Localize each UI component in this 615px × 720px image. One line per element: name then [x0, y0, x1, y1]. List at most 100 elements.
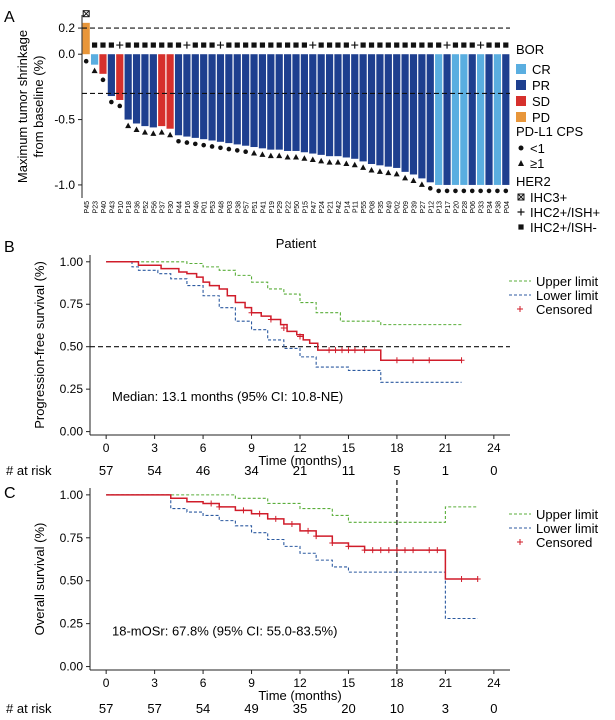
- bar-P43: [107, 54, 115, 97]
- bar-P28: [460, 54, 468, 185]
- x-tick-label: 12: [293, 676, 307, 690]
- y-tick-label: 0.75: [60, 297, 84, 311]
- pdl1-marker-ge1: [301, 155, 308, 161]
- y-axis-title: Overall survival (%): [32, 523, 47, 636]
- legend-label: Upper limit: [536, 274, 599, 289]
- x-tick-label: P34: [487, 201, 494, 214]
- x-tick-label: P08: [370, 201, 377, 214]
- censor-mark: [272, 515, 279, 522]
- x-tick-label: 15: [342, 676, 356, 690]
- x-tick-label: P16: [185, 201, 192, 214]
- risk-count: 35: [293, 701, 307, 716]
- x-tick-label: P45: [84, 201, 91, 214]
- bar-P48: [216, 54, 225, 142]
- legend-her2-square-icon: [518, 224, 524, 230]
- x-tick-label: P28: [462, 201, 469, 214]
- censor-mark: [267, 316, 274, 323]
- pdl1-marker-lt1: [427, 186, 433, 191]
- legend-her2-label: IHC2+/ISH+: [530, 205, 600, 220]
- y-tick-label: 0.25: [60, 382, 84, 396]
- her2-marker-ihc2-neg: [343, 42, 349, 48]
- her2-marker-ihc2-neg: [209, 42, 215, 48]
- x-tick-label: 0: [103, 676, 110, 690]
- bar-P53: [208, 54, 216, 141]
- risk-count: 21: [293, 463, 307, 478]
- her2-marker-ihc2-plus: [351, 41, 359, 49]
- x-tick-label: P39: [411, 201, 418, 214]
- legend-label: Lower limit: [536, 288, 599, 303]
- bar-P19: [267, 54, 275, 150]
- her2-marker-ihc2-plus: [443, 41, 451, 49]
- risk-count: 54: [196, 701, 210, 716]
- her2-marker-ihc2-neg: [91, 42, 98, 48]
- pdl1-marker-lt1: [117, 103, 123, 109]
- her2-marker-ihc2-neg: [486, 42, 492, 48]
- x-tick-label: P22: [286, 201, 293, 214]
- pdl1-marker-lt1: [495, 188, 500, 194]
- her2-marker-ihc2-neg: [410, 42, 417, 48]
- bar-P18: [124, 54, 132, 120]
- x-tick-label: P04: [504, 201, 511, 214]
- her2-marker-ihc2-neg: [108, 42, 114, 48]
- pdl1-marker-lt1: [184, 140, 190, 145]
- her2-marker-ihc2-neg: [461, 42, 467, 48]
- censor-mark: [385, 547, 392, 554]
- bar-P51: [250, 54, 258, 148]
- her2-marker-ihc2-neg: [301, 42, 307, 48]
- y-axis-title-line: from baseline (%): [31, 56, 46, 158]
- her2-marker-ihc3-cross: [82, 10, 90, 18]
- bar-P20: [451, 54, 460, 185]
- her2-marker-ihc2-neg: [427, 42, 433, 48]
- x-tick-label: P56: [151, 201, 158, 214]
- legend-label: Censored: [536, 302, 592, 317]
- x-tick-label: P20: [453, 201, 460, 214]
- pdl1-marker-ge1: [141, 129, 148, 135]
- x-tick-label: 9: [248, 441, 255, 455]
- censor-mark: [434, 547, 441, 554]
- legend-bor-swatch-pd: [516, 112, 526, 122]
- censor-mark: [474, 576, 481, 582]
- bar-P04: [502, 54, 510, 185]
- x-tick-label: P33: [479, 201, 486, 214]
- legend-bor-label: PD: [532, 110, 550, 125]
- y-tick-label: 0.25: [60, 617, 84, 631]
- risk-table-label: # at risk: [6, 463, 52, 478]
- her2-marker-ihc2-neg: [285, 42, 291, 48]
- bar-P33: [477, 54, 485, 185]
- pdl1-marker-lt1: [243, 149, 248, 155]
- pdl1-marker-lt1: [109, 99, 114, 105]
- risk-count: 10: [390, 701, 404, 716]
- bar-P01: [200, 54, 208, 140]
- pdl1-marker-lt1: [209, 144, 215, 149]
- her2-marker-ihc2-neg: [201, 42, 207, 48]
- censor-mark: [208, 500, 215, 507]
- censor-mark: [339, 347, 345, 354]
- her2-marker-ihc2-neg: [234, 42, 240, 48]
- her2-marker-ihc2-neg: [318, 42, 324, 48]
- censor-mark: [248, 309, 255, 316]
- x-tick-label: P17: [445, 201, 452, 214]
- bar-P40: [99, 54, 107, 74]
- x-tick-label: P53: [210, 201, 217, 214]
- pdl1-marker-ge1: [326, 159, 333, 165]
- her2-marker-ihc2-neg: [251, 42, 257, 48]
- her2-marker-ihc2-neg: [394, 42, 400, 48]
- legend-her2-plus-icon: [517, 208, 525, 216]
- x-tick-label: P57: [244, 201, 251, 214]
- her2-marker-ihc2-neg: [385, 42, 391, 48]
- censor-mark: [458, 576, 465, 582]
- pdl1-marker-ge1: [385, 169, 392, 176]
- y-tick-label: 0.50: [60, 574, 84, 588]
- x-tick-label: 18: [390, 441, 404, 455]
- risk-count: 3: [442, 701, 449, 716]
- her2-marker-ihc2-neg: [125, 42, 131, 48]
- her2-marker-ihc2-neg: [368, 42, 375, 48]
- her2-marker-ihc2-neg: [243, 42, 249, 48]
- pdl1-marker-lt1: [469, 188, 475, 194]
- pdl1-marker-lt1: [444, 188, 450, 194]
- pdl1-marker-ge1: [360, 164, 367, 170]
- censor-mark: [326, 347, 333, 354]
- legend-censored-icon: [517, 539, 523, 545]
- legend-label: Upper limit: [536, 507, 599, 522]
- bar-P30: [166, 54, 174, 129]
